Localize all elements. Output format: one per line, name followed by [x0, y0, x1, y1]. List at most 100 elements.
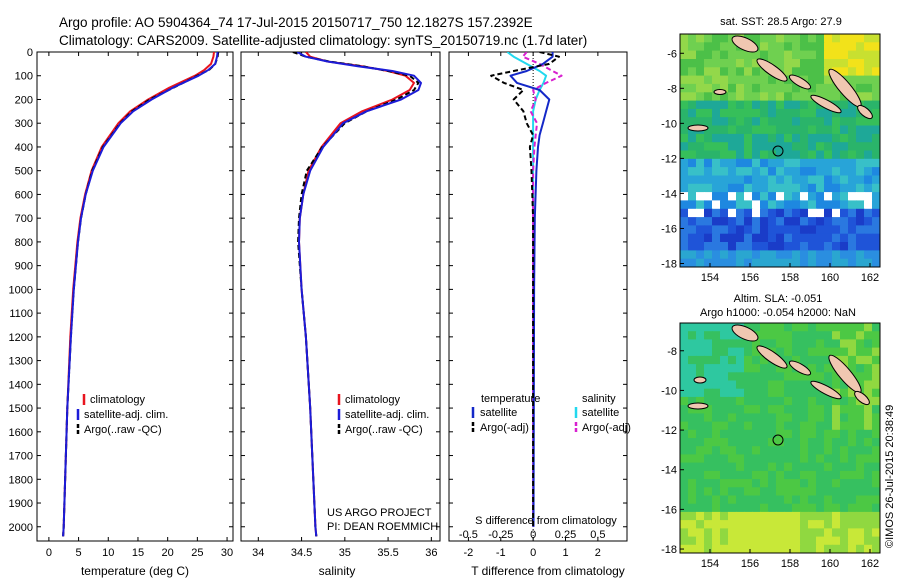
heatmap-cell	[768, 50, 777, 60]
heatmap-cell	[856, 142, 865, 152]
heatmap-cell	[744, 528, 753, 538]
heatmap-cell	[848, 405, 857, 414]
heatmap-cell	[848, 479, 857, 488]
heatmap-cell	[792, 225, 801, 235]
heatmap-cell	[864, 355, 873, 365]
heatmap-cell	[712, 454, 721, 464]
heatmap-cell	[824, 167, 833, 176]
heatmap-cell	[848, 388, 857, 398]
heatmap-cell	[792, 217, 801, 226]
heatmap-cell	[768, 536, 777, 546]
heatmap-cell	[760, 117, 769, 127]
heatmap-cell	[696, 225, 705, 235]
heatmap-cell	[736, 405, 745, 414]
heatmap-cell	[824, 192, 833, 201]
heatmap-cell	[696, 250, 705, 260]
heatmap-cell	[808, 528, 817, 538]
heatmap-cell	[824, 462, 833, 472]
heatmap-cell	[808, 536, 817, 546]
heatmap-cell	[688, 142, 697, 152]
heatmap-cell	[720, 92, 729, 102]
heatmap-cell	[688, 511, 697, 521]
heatmap-cell	[864, 544, 873, 553]
heatmap-cell	[768, 142, 777, 152]
heatmap-cell	[744, 413, 753, 423]
heatmap-cell	[824, 125, 833, 135]
heatmap-cell	[760, 250, 769, 260]
heatmap-cell	[728, 233, 737, 243]
heatmap-cell	[824, 495, 833, 505]
heatmap-cell	[872, 479, 880, 488]
x-tick-label: 20	[162, 547, 174, 559]
heatmap-cell	[680, 217, 689, 226]
heatmap-cell	[752, 429, 761, 439]
heatmap-cell	[768, 364, 777, 373]
heatmap-cell	[792, 175, 801, 185]
heatmap-cell	[800, 536, 809, 546]
argo-float-marker	[772, 434, 784, 446]
heatmap-cell	[680, 339, 689, 349]
depth-tick-label: 1700	[9, 451, 33, 463]
heatmap-cell	[728, 225, 737, 235]
heatmap-cell	[784, 503, 793, 513]
heatmap-cell	[712, 388, 721, 398]
heatmap-cell	[688, 133, 697, 143]
heatmap-cell	[712, 250, 721, 260]
heatmap-cell	[768, 108, 777, 118]
heatmap-cell	[864, 495, 873, 505]
heatmap-cell	[784, 339, 793, 349]
heatmap-cell	[808, 83, 817, 93]
heatmap-cell	[808, 347, 817, 357]
heatmap-cell	[744, 225, 753, 235]
heatmap-cell	[712, 503, 721, 513]
heatmap-cell	[776, 167, 785, 176]
heatmap-cell	[864, 208, 873, 218]
heatmap-cell	[840, 331, 849, 340]
heatmap-cell	[744, 421, 753, 431]
heatmap-cell	[856, 544, 865, 553]
heatmap-cell	[864, 42, 873, 52]
heatmap-cell	[800, 208, 809, 218]
salinity-plot-frame	[240, 51, 441, 542]
heatmap-cell	[832, 217, 841, 226]
t-difference-xlabel: T difference from climatology	[471, 564, 625, 578]
heatmap-cell	[832, 59, 841, 68]
heatmap-cell	[728, 520, 737, 529]
heatmap-cell	[712, 225, 721, 235]
depth-tick-label: 1000	[9, 284, 33, 296]
heatmap-cell	[832, 511, 841, 521]
heatmap-cell	[688, 83, 697, 93]
heatmap-cell	[760, 438, 769, 447]
depth-tick-label: 1400	[9, 379, 33, 391]
heatmap-cell	[864, 323, 873, 332]
heatmap-cell	[768, 250, 777, 260]
heatmap-cell	[688, 108, 697, 118]
heatmap-cell	[752, 158, 761, 168]
x-tick-label: 25	[191, 547, 203, 559]
heatmap-cell	[808, 520, 817, 529]
heatmap-cell	[760, 100, 769, 110]
heatmap-cell	[696, 242, 705, 251]
heatmap-cell	[800, 446, 809, 455]
heatmap-cell	[680, 536, 689, 546]
sla-map-islands	[687, 324, 870, 446]
heatmap-cell	[784, 242, 793, 251]
heatmap-cell	[760, 364, 769, 373]
s-difference-xlabel: S difference from climatology	[475, 515, 617, 527]
heatmap-cell	[728, 167, 737, 176]
heatmap-cell	[728, 364, 737, 373]
sla-map-ticks: 154 156 158 160 162 -8 -10 -12 -14 -16 -18	[661, 346, 879, 570]
heatmap-cell	[784, 100, 793, 110]
heatmap-cell	[728, 117, 737, 127]
heatmap-cell	[784, 520, 793, 529]
heatmap-cell	[768, 233, 777, 243]
heatmap-cell	[864, 233, 873, 243]
heatmap-cell	[728, 258, 737, 267]
heatmap-cell	[776, 34, 785, 43]
heatmap-cell	[784, 355, 793, 365]
heatmap-cell	[688, 75, 697, 85]
heatmap-cell	[696, 495, 705, 505]
heatmap-cell	[712, 125, 721, 135]
heatmap-cell	[840, 250, 849, 260]
heatmap-cell	[784, 364, 793, 373]
